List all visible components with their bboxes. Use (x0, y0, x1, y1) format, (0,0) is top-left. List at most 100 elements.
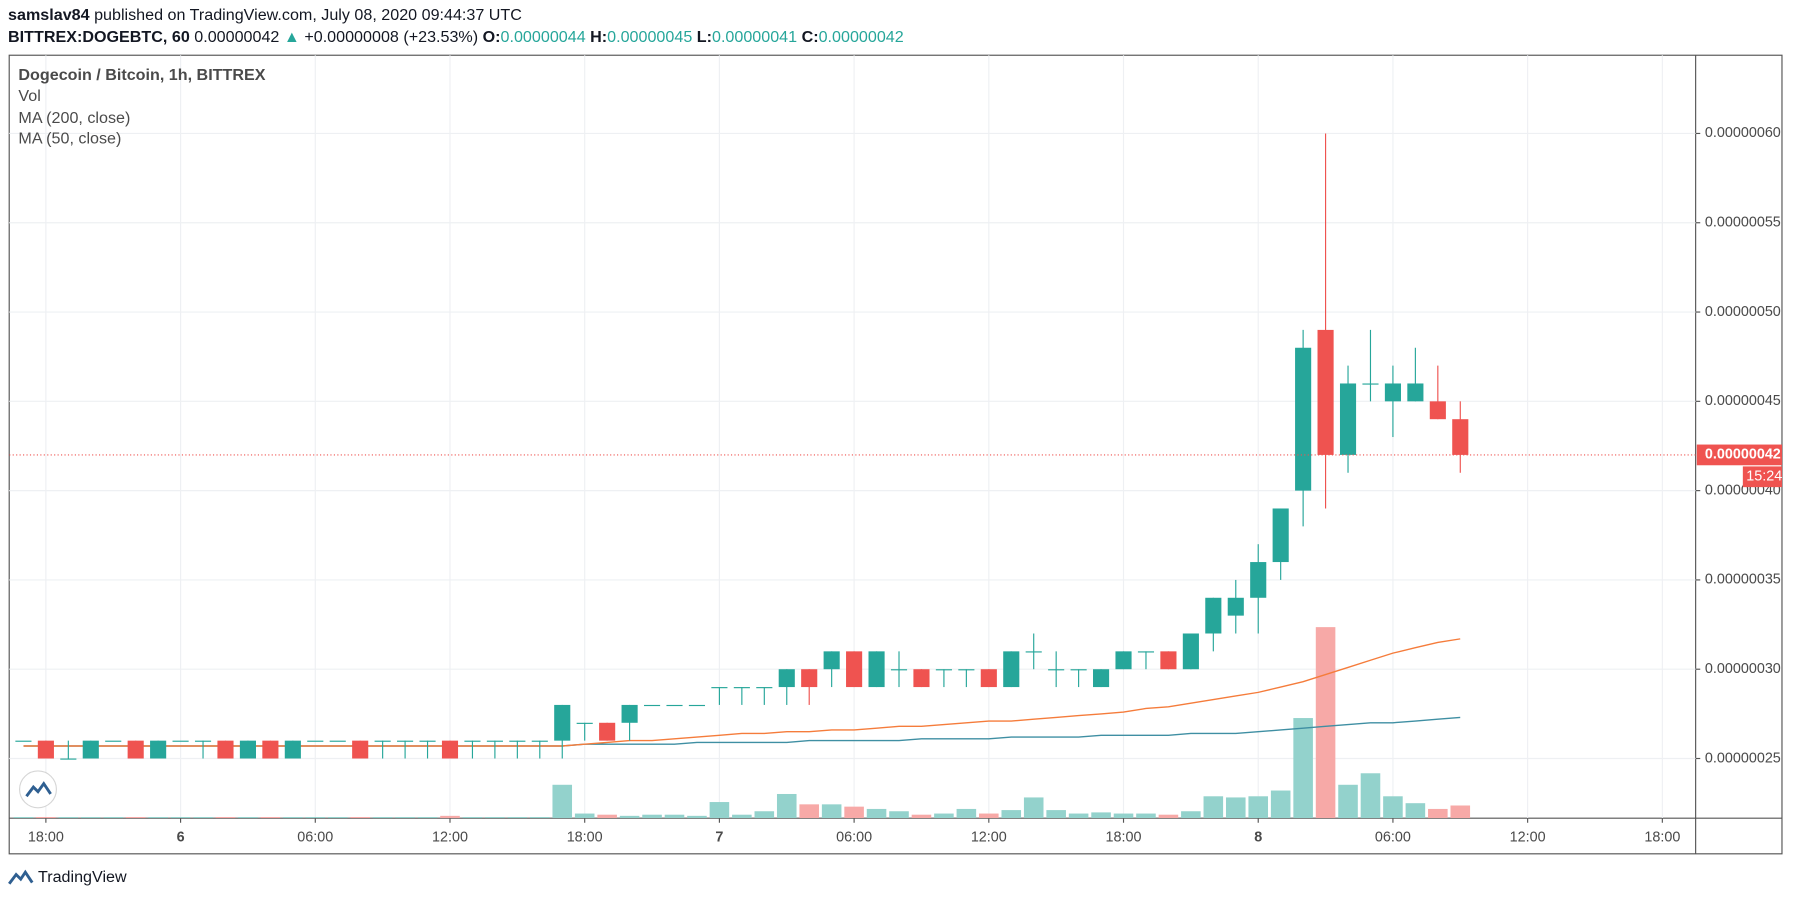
candle-body (352, 740, 369, 759)
volume-bar (507, 816, 528, 819)
candle-body (486, 740, 503, 742)
volume-bar (1113, 813, 1134, 819)
x-tick-label: 6 (177, 830, 185, 846)
candle-body (1407, 383, 1424, 402)
candles (9, 133, 1696, 760)
volume-bar (1270, 790, 1291, 819)
candle-body (554, 704, 571, 741)
candle-body (217, 740, 234, 759)
volume-bar (1158, 814, 1179, 819)
ohlc-value: 0.00000044 (501, 28, 586, 46)
legend-ma: MA (200, close) (18, 109, 130, 127)
candle-body (890, 669, 908, 671)
volume-bar (462, 816, 483, 819)
candle-body (1093, 669, 1110, 688)
candle-body (1339, 383, 1357, 455)
legend-ma: MA (50, close) (18, 129, 121, 147)
footer-brand[interactable]: TradingView (38, 868, 127, 886)
candle-body (1272, 508, 1289, 563)
volume-bar (1136, 813, 1156, 819)
volume-bar (327, 816, 348, 819)
y-tick-label: 0.00000060 (1705, 125, 1781, 141)
candle-body (1384, 383, 1401, 402)
volume-bar (530, 816, 550, 819)
candle-body (194, 740, 212, 742)
candle-body (1137, 651, 1155, 653)
volume-bar (1293, 718, 1313, 819)
logo-button[interactable] (18, 770, 57, 809)
volume-bar (1383, 796, 1403, 819)
candle-body (711, 687, 728, 689)
volume-bar (1046, 810, 1066, 819)
volume-bar (1091, 812, 1111, 819)
volume-bar (125, 816, 146, 819)
volume-bar (103, 816, 124, 819)
x-tick-label: 18:00 (28, 830, 64, 846)
volume-bar (372, 816, 393, 819)
last-price-label: 0.00000042 (1705, 447, 1781, 463)
candle-body (374, 740, 391, 742)
volume-bar (687, 815, 707, 819)
candle-body (733, 687, 750, 689)
arrow: ▲ (284, 28, 300, 46)
candle-body (127, 740, 144, 759)
volume-bar (170, 816, 191, 819)
volume-bar (193, 816, 213, 819)
volume-bar (1001, 810, 1022, 819)
volume (13, 627, 1471, 819)
symbol-line: BITTREX:DOGEBTC, 60 0.00000042 ▲ +0.0000… (8, 28, 904, 46)
volume-bar (642, 814, 662, 819)
volume-bar (1405, 803, 1426, 819)
volume-bar (13, 816, 34, 819)
volume-bar (597, 814, 617, 819)
volume-bar (1450, 805, 1471, 819)
candle-body (1362, 383, 1379, 385)
y-tick-label: 0.00000030 (1705, 661, 1781, 677)
candle-body (239, 740, 256, 759)
grid (9, 55, 1696, 819)
y-tick-label: 0.00000025 (1705, 750, 1781, 766)
volume-bar (440, 815, 460, 819)
ohlc-value: 0.00000042 (819, 28, 904, 46)
candle-body (1003, 651, 1020, 688)
volume-bar (417, 816, 438, 819)
volume-bar (799, 804, 819, 819)
ohlc-key: C: (802, 28, 819, 46)
candle-body (1317, 329, 1334, 455)
candle-body (329, 740, 346, 742)
legend-title: Dogecoin / Bitcoin, 1h, BITTREX (18, 66, 265, 84)
logo-icon[interactable] (25, 781, 52, 798)
x-tick-label: 18:00 (1106, 830, 1142, 846)
volume-bar (1023, 797, 1044, 819)
countdown-box (1742, 466, 1782, 488)
candle-body (150, 740, 167, 759)
y-tick-label: 0.00000045 (1705, 393, 1781, 409)
candle-body (1295, 347, 1312, 491)
x-tick-label: 06:00 (297, 830, 333, 846)
header-line: samslav84 published on TradingView.com, … (8, 6, 522, 24)
candle-body (913, 669, 930, 688)
symbol: BITTREX:DOGEBTC, 60 (8, 28, 190, 46)
volume-bar (305, 816, 326, 819)
x-tick-label: 12:00 (971, 830, 1007, 846)
candle-body (464, 740, 481, 742)
ohlc-key: H: (590, 28, 607, 46)
x-tick-label: 18:00 (1644, 830, 1680, 846)
volume-bar (776, 793, 797, 819)
candle-body (1227, 597, 1244, 616)
x-tick-label: 12:00 (1510, 830, 1546, 846)
volume-bar (844, 806, 864, 819)
volume-bar (754, 811, 775, 819)
candle-body (576, 722, 593, 724)
candle-body (531, 740, 548, 742)
candle-body (1429, 401, 1446, 420)
volume-bar (238, 816, 258, 819)
author: samslav84 (8, 6, 90, 24)
volume-bar (552, 784, 573, 819)
candle-body (397, 740, 414, 742)
candle-body (1182, 633, 1199, 670)
volume-bar (1360, 773, 1381, 819)
x-tick-label: 18:00 (567, 830, 603, 846)
candle-body (1160, 651, 1177, 670)
candle-body (441, 740, 459, 759)
